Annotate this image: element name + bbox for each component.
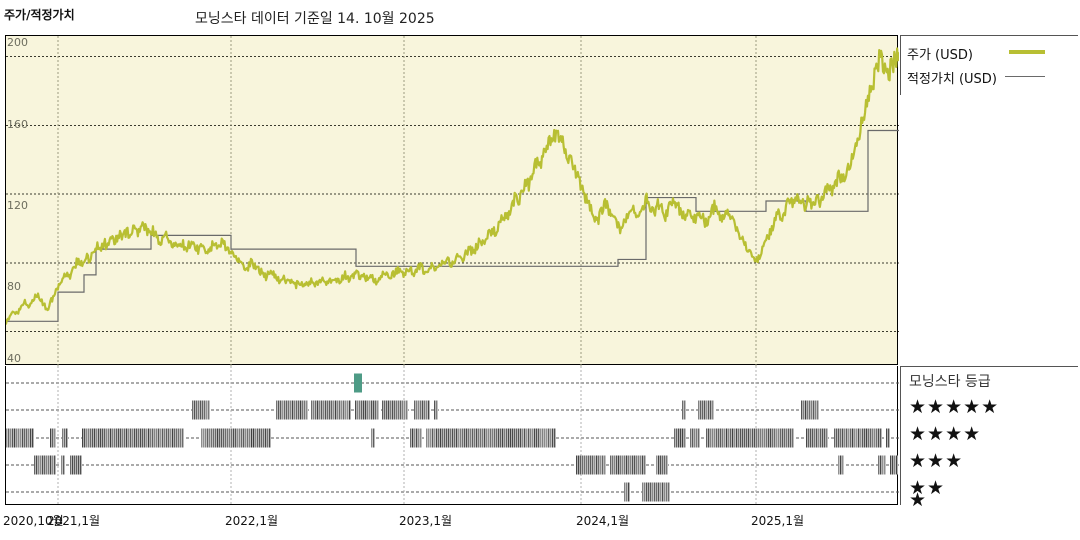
star-rating-4: ★★★★ [909, 423, 982, 445]
rating-chart-svg [6, 366, 899, 505]
rating-legend-title: 모닝스타 등급 [909, 374, 991, 390]
price-chart-svg [6, 36, 899, 366]
legend-price-line-icon [1009, 50, 1045, 54]
x-axis-label-3: 2023,1월 [399, 514, 453, 528]
page-title: 주가/적정가치 [4, 8, 75, 22]
star-rating-1: ★ [909, 489, 928, 511]
legend-fairvalue-line-icon [1005, 76, 1045, 77]
legend-item-fair-value: 적정가치 (USD) [907, 72, 997, 87]
star-rating-3: ★★★ [909, 450, 964, 472]
price-legend: 주가 (USD) 적정가치 (USD) [900, 35, 1078, 95]
chart-subtitle: 모닝스타 데이터 기준일 14. 10월 2025 [195, 11, 435, 27]
price-fairvalue-chart [5, 35, 899, 366]
y-axis-label-40: 40 [7, 352, 21, 365]
legend-item-price: 주가 (USD) [907, 48, 973, 63]
x-axis-label-0: 2020,10월 [3, 514, 64, 528]
y-axis-label-120: 120 [7, 199, 28, 212]
x-axis-label-1: 2021,1월 [47, 514, 101, 528]
x-axis-label-2: 2022,1월 [225, 514, 279, 528]
y-axis-label-160: 160 [7, 118, 28, 131]
star-rating-2: ★★ [909, 477, 946, 499]
star-rating-5: ★★★★★ [909, 396, 1000, 418]
morningstar-rating-chart [5, 366, 899, 505]
rating-legend: 모닝스타 등급 ★★★★★ ★★★★ ★★★ ★★ ★ [900, 366, 1078, 510]
y-axis-label-80: 80 [7, 280, 21, 293]
x-axis-label-5: 2025,1월 [751, 514, 805, 528]
x-axis-label-4: 2024,1월 [576, 514, 630, 528]
y-axis-label-200: 200 [7, 36, 28, 49]
